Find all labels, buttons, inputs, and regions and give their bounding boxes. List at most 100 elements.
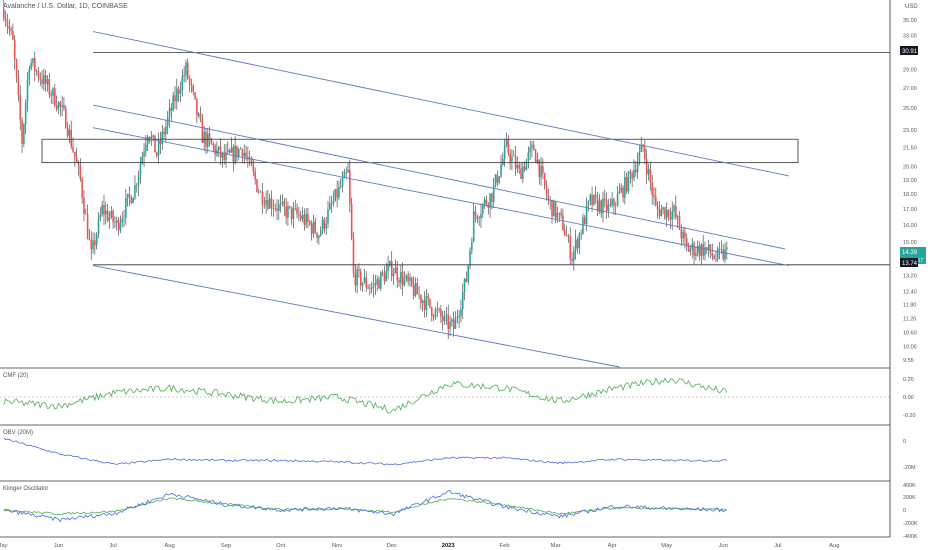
candle-down — [250, 157, 253, 166]
candle-up — [132, 198, 134, 204]
candle-up — [332, 200, 335, 204]
candle-down — [72, 146, 74, 152]
candle-up — [278, 204, 280, 211]
candle-up — [443, 314, 446, 322]
obv-pane[interactable]: OBV (20M) 0 -20M — [3, 430, 916, 471]
candle-down — [580, 233, 582, 235]
candle-up — [461, 292, 464, 310]
trend-drawings[interactable] — [41, 31, 890, 368]
candle-down — [274, 208, 276, 209]
candle-down — [316, 232, 318, 239]
candle-up — [614, 205, 617, 207]
candle-down — [576, 239, 579, 249]
candle-up — [503, 145, 506, 159]
candle-up — [726, 247, 728, 250]
price-tick-label: 20.00 — [903, 165, 917, 171]
pane-tick-label: -400K — [903, 534, 918, 540]
candle-down — [698, 245, 701, 256]
candle-down — [308, 221, 311, 224]
candle-up — [139, 163, 142, 176]
candle-down — [66, 127, 69, 136]
candle-up — [347, 169, 349, 173]
candle-down — [263, 204, 266, 206]
candle-down — [374, 283, 377, 285]
price-axis[interactable]: USD 35.0033.0031.0029.0027.0025.0023.002… — [903, 4, 918, 364]
candle-down — [81, 178, 83, 198]
channel-upper-line — [92, 31, 789, 177]
candle-down — [245, 152, 247, 157]
candle-up — [265, 200, 267, 206]
candle-up — [676, 216, 679, 218]
candle-down — [88, 238, 91, 241]
candle-up — [119, 222, 122, 230]
time-tick-label: Oct — [276, 543, 285, 549]
candle-up — [392, 273, 395, 277]
time-tick-label: Dec — [387, 543, 397, 549]
candle-down — [401, 272, 404, 286]
klinger-pane[interactable]: Klinger Oscillator 200K 0 -200K -400K 400K — [3, 483, 918, 540]
price-tag-upper: 30.91 — [900, 46, 918, 55]
candle-down — [117, 220, 120, 230]
candle-down — [15, 59, 18, 78]
candle-up — [451, 319, 453, 322]
candlestick-series — [3, 0, 728, 339]
candle-down — [154, 135, 156, 153]
candle-down — [232, 147, 235, 162]
candle-up — [259, 191, 262, 193]
price-tick-label: 25.00 — [903, 106, 917, 112]
support-tag-text: 13.74 — [902, 261, 918, 267]
price-pane[interactable]: Avalanche / U.S. Dollar, 1D, COINBASE — [3, 0, 890, 368]
price-tick-label: 23.00 — [903, 128, 917, 134]
obv-title: OBV (20M) — [3, 430, 33, 436]
candle-up — [665, 209, 668, 219]
candle-down — [604, 198, 606, 200]
candle-down — [228, 150, 231, 153]
last-price-text: 14.39 — [902, 250, 918, 256]
candle-down — [416, 283, 419, 295]
candle-up — [243, 152, 246, 157]
candle-up — [279, 203, 282, 205]
candle-up — [478, 218, 480, 220]
candle-down — [44, 75, 47, 85]
candle-down — [288, 206, 291, 207]
candle-down — [625, 177, 628, 192]
candle-down — [330, 203, 333, 204]
obv-line — [3, 437, 727, 466]
candle-down — [569, 236, 572, 259]
candle-up — [108, 217, 111, 221]
candle-down — [114, 221, 116, 223]
candle-up — [30, 62, 32, 69]
time-tick-label: Aug — [164, 543, 174, 549]
price-tick-label: 16.00 — [903, 223, 917, 229]
candle-down — [651, 182, 653, 195]
candle-up — [343, 172, 346, 179]
candle-down — [398, 280, 400, 283]
pane-tick-label: 0.00 — [903, 395, 914, 401]
cmf-pane[interactable]: CMF (20) 0.20 0.00 -0.20 — [0, 373, 916, 419]
candle-up — [483, 199, 486, 205]
time-tick-label: May — [661, 543, 672, 549]
candle-down — [12, 30, 14, 40]
candle-up — [574, 239, 577, 251]
pane-tick-label: 0 — [903, 508, 906, 514]
candle-up — [217, 146, 220, 150]
candle-down — [432, 316, 435, 318]
candle-down — [381, 272, 384, 274]
candle-up — [319, 231, 322, 236]
candle-up — [227, 150, 229, 153]
candle-up — [105, 210, 107, 215]
candle-up — [409, 277, 411, 281]
candle-down — [192, 85, 195, 92]
candle-down — [563, 230, 566, 236]
candle-up — [230, 147, 233, 153]
candle-up — [32, 58, 34, 63]
candle-down — [423, 300, 426, 311]
candle-down — [656, 205, 659, 209]
candle-up — [28, 68, 31, 80]
candle-up — [115, 220, 118, 223]
candle-down — [680, 229, 683, 239]
candle-up — [638, 151, 641, 163]
time-axis[interactable]: May Jun Jul Aug Sep Oct Nov Dec 2023 Feb Mar Apr May… — [0, 543, 839, 549]
channel-mid-lower-line — [92, 127, 789, 267]
